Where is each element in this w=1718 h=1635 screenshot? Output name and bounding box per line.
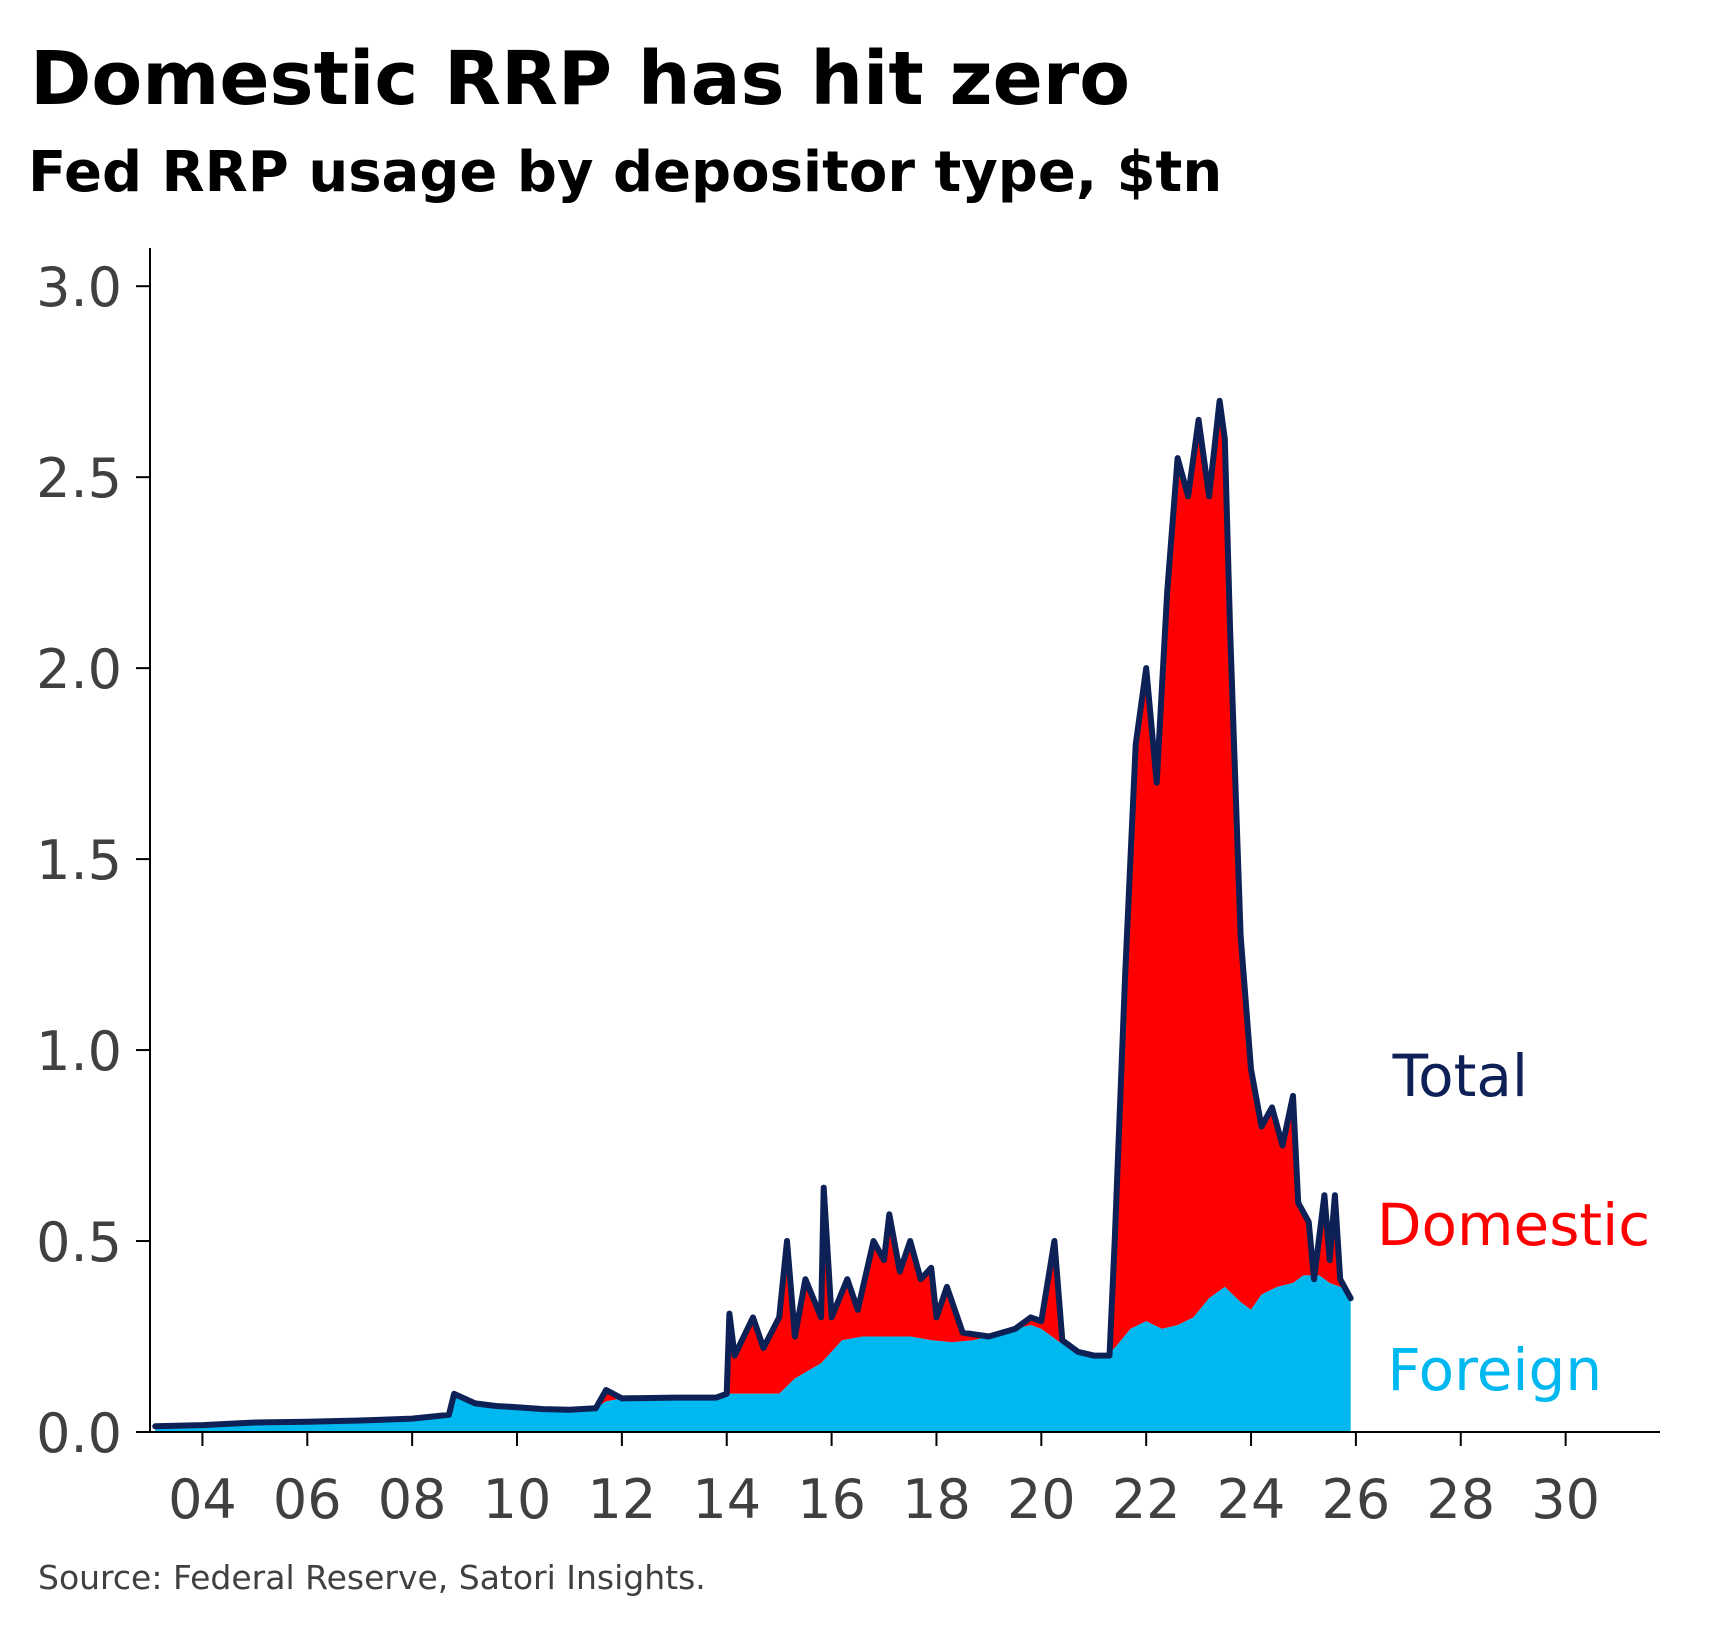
y-tick-label: 0.5	[36, 1211, 122, 1274]
series-label-domestic: Domestic	[1377, 1191, 1650, 1259]
x-tick-label: 30	[1531, 1468, 1600, 1531]
x-tick-label: 26	[1322, 1468, 1391, 1531]
total-line	[152, 397, 1354, 1430]
chart-subtitle: Fed RRP usage by depositor type, $tn	[28, 140, 1223, 205]
y-tick-label: 0.0	[36, 1402, 122, 1465]
y-tick-label: 3.0	[36, 256, 122, 319]
x-tick-label: 16	[797, 1468, 866, 1531]
x-tick-label: 20	[1007, 1468, 1076, 1531]
y-tick-label: 1.5	[36, 829, 122, 892]
series-label-total: Total	[1392, 1042, 1528, 1110]
x-tick-label: 22	[1112, 1468, 1181, 1531]
source-note: Source: Federal Reserve, Satori Insights…	[38, 1558, 706, 1597]
y-tick-label: 1.0	[36, 1020, 122, 1083]
x-tick-label: 10	[483, 1468, 552, 1531]
x-tick-label: 24	[1217, 1468, 1286, 1531]
y-tick-label: 2.5	[36, 447, 122, 510]
x-tick-label: 18	[902, 1468, 971, 1531]
x-tick-label: 04	[168, 1468, 237, 1531]
x-tick-label: 28	[1426, 1468, 1495, 1531]
foreign-area	[155, 1275, 1351, 1432]
chart-title: Domestic RRP has hit zero	[30, 36, 1131, 122]
x-tick-label: 12	[588, 1468, 657, 1531]
x-tick-label: 08	[378, 1468, 447, 1531]
series-label-foreign: Foreign	[1387, 1336, 1602, 1404]
x-tick-label: 06	[273, 1468, 342, 1531]
x-tick-label: 14	[692, 1468, 761, 1531]
y-tick-label: 2.0	[36, 638, 122, 701]
